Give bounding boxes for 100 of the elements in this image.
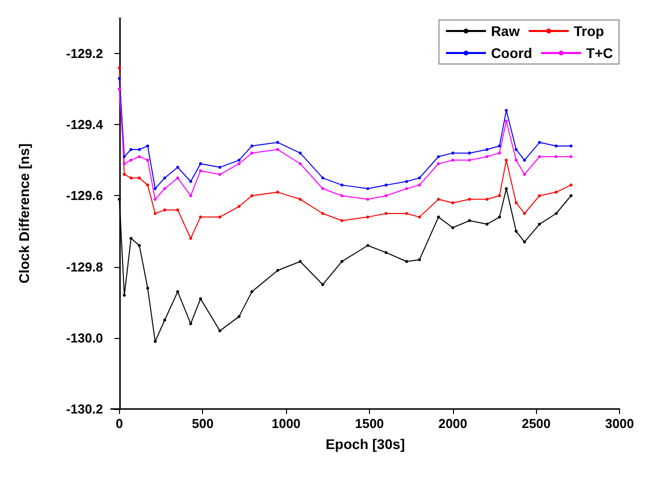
point <box>146 286 150 290</box>
point <box>298 260 302 263</box>
point <box>298 162 302 166</box>
point <box>523 158 526 162</box>
point <box>218 329 222 332</box>
point <box>176 290 180 294</box>
point <box>238 158 241 162</box>
point <box>504 120 508 123</box>
point <box>538 140 542 144</box>
point <box>418 184 421 187</box>
point <box>276 140 280 144</box>
legend-label: Raw <box>490 23 520 39</box>
point <box>498 194 501 198</box>
point <box>176 176 180 180</box>
point <box>554 190 558 194</box>
point <box>436 155 440 158</box>
point <box>384 194 388 198</box>
point <box>451 158 454 162</box>
point <box>451 152 454 155</box>
point <box>154 198 157 201</box>
y-tick-label: -130.0 <box>66 330 103 346</box>
point <box>176 166 180 169</box>
point <box>122 155 126 158</box>
point <box>384 184 388 187</box>
x-tick-label: 500 <box>192 416 214 431</box>
point <box>340 194 344 198</box>
point <box>276 268 280 272</box>
point <box>199 216 202 219</box>
legend-label: Coord <box>490 45 532 61</box>
point <box>298 152 302 155</box>
point <box>118 88 121 91</box>
point <box>199 297 202 300</box>
point <box>154 187 157 190</box>
point <box>130 158 133 162</box>
point <box>146 158 150 162</box>
x-tick-label: 0 <box>116 416 123 431</box>
point <box>485 198 488 201</box>
point <box>418 216 421 219</box>
point <box>189 322 192 326</box>
point <box>146 184 150 187</box>
point <box>250 290 254 294</box>
point <box>554 144 558 148</box>
y-tick-label: -129.2 <box>66 46 103 62</box>
point <box>436 216 440 219</box>
point <box>118 198 121 201</box>
point <box>366 198 370 201</box>
point <box>199 169 202 172</box>
point <box>554 155 558 158</box>
point <box>485 155 488 158</box>
point <box>218 166 222 169</box>
legend-label: T+C <box>586 45 614 61</box>
point <box>523 172 526 176</box>
point <box>298 198 302 201</box>
point <box>238 315 241 318</box>
y-tick-label: -129.6 <box>66 188 103 204</box>
point <box>163 208 166 212</box>
x-axis-title: Epoch [30s] <box>326 436 405 452</box>
point <box>538 155 542 158</box>
x-tick-label: 1000 <box>272 416 301 431</box>
point <box>504 108 508 112</box>
point <box>122 294 126 297</box>
point <box>189 194 192 198</box>
legend-label: Trop <box>574 23 604 39</box>
point <box>163 176 166 180</box>
point <box>321 176 324 180</box>
point <box>340 184 344 187</box>
point <box>146 144 150 148</box>
point <box>498 216 501 219</box>
point <box>199 162 202 166</box>
point <box>189 236 192 240</box>
point <box>418 258 421 262</box>
point <box>366 216 370 219</box>
point <box>163 318 166 322</box>
point <box>189 180 192 184</box>
y-tick-label: -129.8 <box>66 259 103 274</box>
point <box>163 187 166 190</box>
point <box>321 283 324 286</box>
point <box>405 212 408 215</box>
point <box>468 198 471 201</box>
point <box>321 212 324 215</box>
point <box>468 219 471 222</box>
point <box>468 152 471 155</box>
point <box>154 340 157 343</box>
point <box>523 240 526 244</box>
x-tick-label: 2000 <box>438 416 468 431</box>
point <box>451 226 454 230</box>
point <box>276 148 280 152</box>
point <box>154 212 157 215</box>
point <box>250 144 254 148</box>
point <box>405 180 408 184</box>
point <box>514 148 518 152</box>
point <box>238 162 241 166</box>
point <box>418 176 421 180</box>
point <box>176 208 180 212</box>
point <box>366 187 370 190</box>
point <box>436 198 440 201</box>
point <box>514 201 518 204</box>
point <box>514 158 518 162</box>
point <box>366 244 370 247</box>
point <box>218 216 222 219</box>
